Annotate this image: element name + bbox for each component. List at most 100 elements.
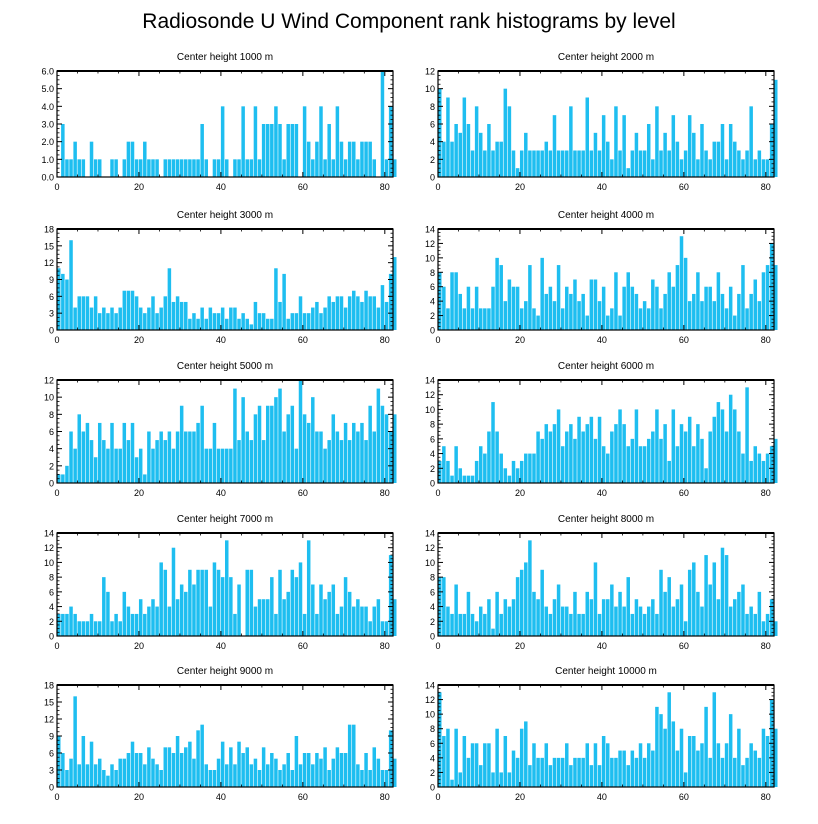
x-tick-label: 20 — [134, 335, 144, 345]
bar — [700, 438, 704, 483]
bar — [89, 440, 94, 483]
chart-panel-1: Center height 1000 m 0.0 1.0 2.0 3.0 4.0 5.0 6.… — [41, 52, 397, 192]
bar — [97, 422, 102, 483]
y-tick-label: 0.0 — [41, 173, 54, 183]
bar — [454, 272, 458, 330]
bar — [282, 159, 286, 177]
bar — [220, 106, 225, 177]
bar — [507, 606, 512, 636]
bar — [663, 424, 667, 483]
bar — [450, 779, 454, 787]
bar — [532, 150, 536, 177]
bar — [720, 293, 725, 330]
bar — [606, 141, 610, 177]
bar — [618, 150, 622, 177]
bar — [147, 307, 151, 330]
y-tick-label: 9 — [49, 275, 54, 285]
bar — [204, 318, 209, 330]
bar — [388, 730, 393, 787]
bar — [134, 159, 139, 177]
bar — [347, 296, 352, 330]
bar — [622, 115, 626, 177]
bar — [696, 750, 700, 787]
bar — [630, 750, 635, 787]
bar — [376, 758, 381, 787]
bar — [315, 613, 319, 636]
bar — [507, 106, 512, 177]
y-tick-label: 6 — [430, 434, 435, 444]
bar — [700, 301, 704, 330]
bar — [606, 453, 610, 483]
bar — [749, 293, 753, 330]
bar — [265, 599, 270, 636]
bar — [360, 770, 364, 787]
bar — [569, 293, 573, 330]
bar — [253, 106, 258, 177]
bar — [335, 613, 340, 636]
y-tick-label: 4 — [49, 602, 54, 612]
y-tick-label: 10 — [44, 393, 54, 403]
bar — [601, 286, 606, 330]
bar — [188, 431, 192, 483]
y-tick-label: 1.0 — [41, 155, 54, 165]
y-tick-label: 6 — [49, 427, 54, 437]
bar — [294, 124, 299, 177]
bar — [278, 301, 282, 330]
bar — [216, 448, 221, 483]
y-tick-label: 0 — [430, 783, 435, 793]
bar — [138, 307, 143, 330]
x-tick-label: 40 — [216, 335, 226, 345]
bar — [159, 770, 163, 787]
bar — [634, 599, 639, 636]
bar — [138, 599, 143, 636]
bar — [601, 115, 606, 177]
bar — [270, 318, 274, 330]
bar — [651, 599, 655, 636]
bar — [524, 453, 528, 483]
bar — [556, 150, 561, 177]
bar — [544, 424, 549, 483]
bar — [634, 757, 639, 787]
bar — [700, 743, 704, 787]
bar — [298, 296, 303, 330]
bar — [728, 394, 733, 483]
bar — [380, 405, 385, 483]
bar — [622, 286, 626, 330]
bar — [536, 599, 540, 636]
bar — [687, 301, 692, 330]
bar — [302, 106, 307, 177]
bar — [634, 293, 639, 330]
x-tick-label: 0 — [54, 488, 59, 498]
bar — [364, 290, 368, 330]
bar — [57, 268, 61, 330]
bar — [261, 124, 266, 177]
bar — [319, 758, 323, 787]
bar — [65, 770, 69, 787]
bar — [311, 307, 315, 330]
bar — [593, 132, 598, 177]
bar — [524, 562, 528, 636]
bar — [347, 141, 352, 177]
bar — [519, 728, 524, 787]
bar — [593, 279, 598, 330]
bar — [454, 446, 458, 483]
bar — [745, 308, 749, 330]
bar — [724, 159, 729, 177]
bar — [155, 159, 159, 177]
bar — [544, 293, 549, 330]
bar — [339, 296, 344, 330]
bar — [106, 448, 110, 483]
bar — [446, 728, 450, 787]
bar — [237, 318, 241, 330]
bar — [704, 468, 708, 483]
bar — [306, 141, 311, 177]
bar — [774, 265, 778, 330]
bar — [388, 273, 393, 330]
chart-panel-6: Center height 6000 m 0 2 4 6 8 10 12 14 0 20 40 60 80 — [425, 361, 778, 498]
bar — [450, 141, 454, 177]
bar — [655, 613, 659, 636]
bar — [114, 313, 118, 330]
bar — [323, 747, 327, 787]
bar — [114, 770, 118, 787]
bar — [606, 599, 610, 636]
